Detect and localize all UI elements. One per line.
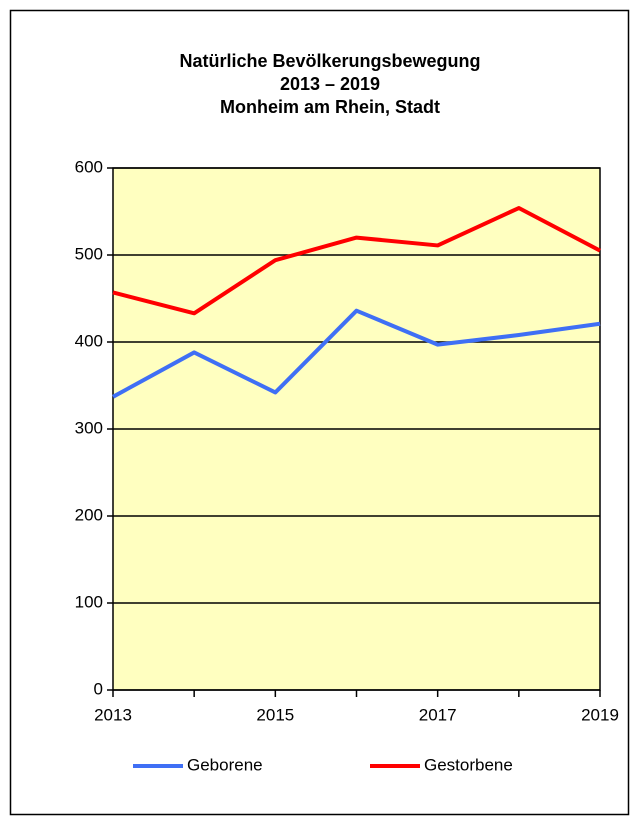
- x-tick-label: 2013: [94, 705, 132, 724]
- y-tick-label: 200: [75, 505, 103, 524]
- y-tick-label: 100: [75, 592, 103, 611]
- series-line: [112, 206, 601, 316]
- legend-label: Gestorbene: [424, 755, 513, 774]
- chart-title: Natürliche Bevölkerungsbewegung: [179, 51, 480, 71]
- x-tick-label: 2017: [419, 705, 457, 724]
- y-tick-label: 300: [75, 418, 103, 437]
- x-tick-label: 2015: [256, 705, 294, 724]
- y-tick-label: 400: [75, 331, 103, 350]
- chart-title: 2013 – 2019: [280, 74, 380, 94]
- y-tick-label: 0: [94, 679, 103, 698]
- series-line: [112, 308, 601, 399]
- y-tick-label: 500: [75, 244, 103, 263]
- x-tick-label: 2019: [581, 705, 619, 724]
- chart-title: Monheim am Rhein, Stadt: [220, 97, 440, 117]
- legend-label: Geborene: [187, 755, 263, 774]
- y-tick-label: 600: [75, 157, 103, 176]
